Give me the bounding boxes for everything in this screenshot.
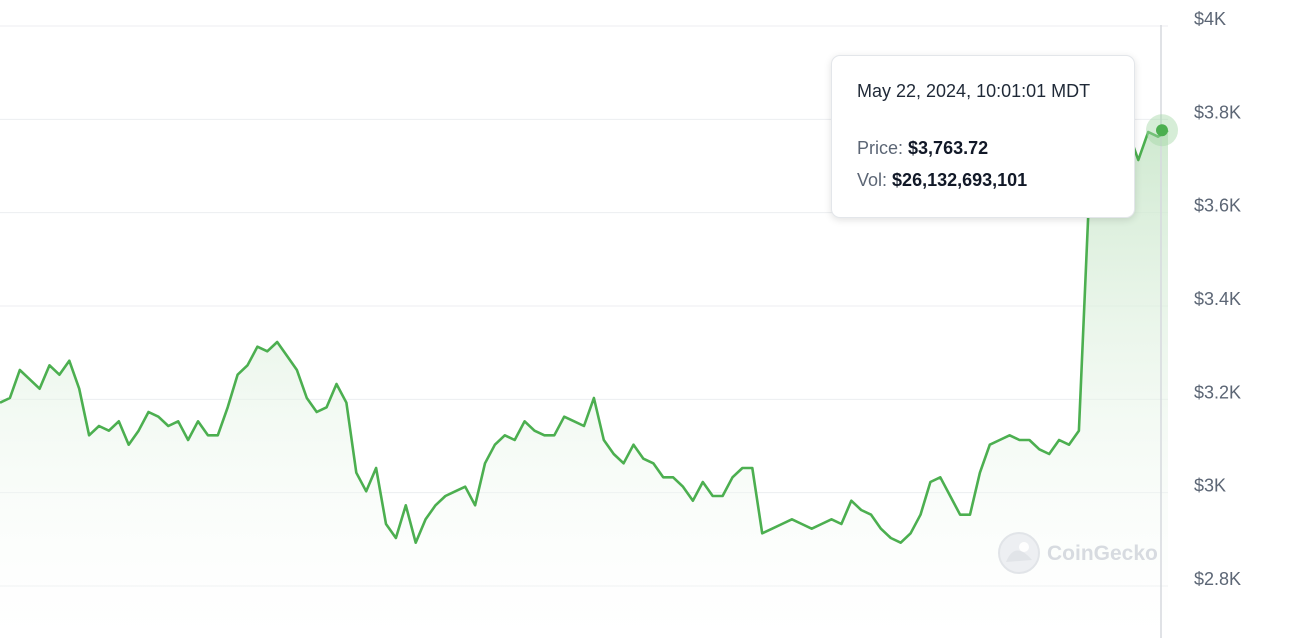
tooltip-date: May 22, 2024, 10:01:01 MDT [857, 81, 1091, 101]
y-tick-label: $3.6K [1194, 196, 1241, 216]
y-tick-label: $3.8K [1194, 102, 1241, 122]
y-tick-label: $3.4K [1194, 289, 1241, 309]
tooltip-price-row: Price: $3,763.72 [857, 138, 988, 159]
tooltip-price-label: Price: [857, 138, 904, 158]
price-tooltip: May 22, 2024, 10:01:01 MDT Price: $3,763… [831, 55, 1135, 218]
y-tick-label: $2.8K [1194, 569, 1241, 589]
y-axis: $4K $3.8K $3.6K $3.4K $3.2K $3K $2.8K [1194, 9, 1241, 589]
tooltip-vol-value: $26,132,693,101 [892, 170, 1028, 190]
y-tick-label: $3K [1194, 476, 1226, 496]
hover-point[interactable] [1156, 124, 1168, 137]
price-series [0, 116, 1169, 544]
tooltip-vol-row: Vol: $26,132,693,101 [857, 170, 1027, 191]
tooltip-price-value: $3,763.72 [908, 138, 989, 158]
tooltip-vol-label: Vol: [857, 170, 888, 190]
price-line [0, 116, 1169, 544]
watermark-text: CoinGecko [1047, 542, 1158, 565]
price-area-fill [0, 118, 1168, 638]
y-tick-label: $3.2K [1194, 382, 1241, 402]
coingecko-watermark: CoinGecko [998, 532, 1158, 574]
y-tick-label: $4K [1194, 9, 1226, 29]
